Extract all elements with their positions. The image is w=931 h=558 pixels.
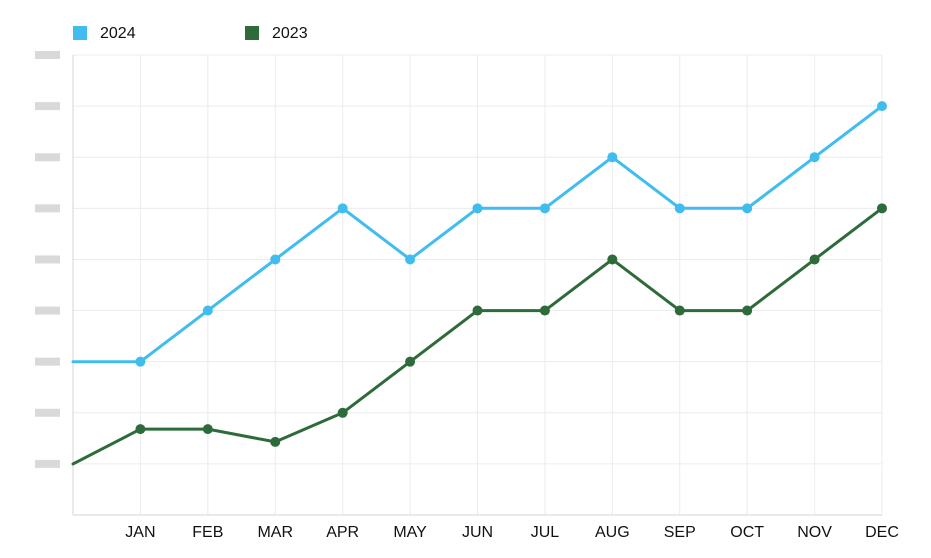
data-point-2024 xyxy=(202,305,213,316)
data-point-2024 xyxy=(337,203,348,214)
legend-item-2023: 2023 xyxy=(245,25,308,42)
x-tick-label: AUG xyxy=(595,524,630,541)
data-point-2024 xyxy=(472,203,483,214)
data-point-2024 xyxy=(607,152,618,163)
data-point-2023 xyxy=(742,305,753,316)
x-tick-label: NOV xyxy=(797,524,832,541)
x-tick-label: APR xyxy=(326,524,359,541)
data-point-2023 xyxy=(809,254,820,265)
y-tick-placeholder xyxy=(35,51,60,59)
data-point-2023 xyxy=(877,203,887,214)
data-point-2024 xyxy=(539,203,550,214)
x-tick-label: FEB xyxy=(192,524,223,541)
legend-swatch xyxy=(73,26,87,40)
data-point-2024 xyxy=(877,101,887,112)
legend-label: 2024 xyxy=(100,25,136,42)
x-tick-label: JUL xyxy=(531,524,560,541)
legend: 2024 2023 xyxy=(73,25,308,42)
data-point-2023 xyxy=(337,407,348,418)
legend-item-2024: 2024 xyxy=(73,25,136,42)
data-point-2023 xyxy=(135,424,146,435)
data-point-2024 xyxy=(135,356,146,367)
x-tick-label: SEP xyxy=(664,524,696,541)
y-tick-placeholder xyxy=(35,408,60,417)
legend-swatch xyxy=(245,26,259,40)
grid-layer xyxy=(73,54,883,515)
data-point-2024 xyxy=(809,152,820,163)
data-point-2023 xyxy=(539,305,550,316)
data-point-2023 xyxy=(674,305,685,316)
data-point-2024 xyxy=(742,203,753,214)
data-point-2024 xyxy=(270,254,281,265)
data-point-2023 xyxy=(202,424,213,435)
y-tick-placeholder xyxy=(35,102,60,111)
x-tick-label: MAR xyxy=(257,524,293,541)
data-point-2023 xyxy=(405,356,416,367)
x-tick-label: JAN xyxy=(125,524,155,541)
data-point-2023 xyxy=(607,254,618,265)
axis-layer: JAN FEB MAR APR MAY JUN JUL AUG SEP OCT NOV DEC xyxy=(35,51,899,541)
y-tick-placeholder xyxy=(35,459,60,468)
data-point-2024 xyxy=(405,254,416,265)
y-tick-placeholder xyxy=(35,306,60,315)
data-point-2023 xyxy=(472,305,483,316)
legend-label: 2023 xyxy=(272,25,308,42)
x-tick-label: DEC xyxy=(865,524,899,541)
x-tick-label: JUN xyxy=(462,524,493,541)
y-tick-placeholder xyxy=(35,153,60,162)
series-layer xyxy=(71,101,887,466)
x-tick-label: OCT xyxy=(730,524,764,541)
x-tick-label: MAY xyxy=(393,524,427,541)
data-point-2024 xyxy=(674,203,685,214)
y-tick-placeholder xyxy=(35,255,60,264)
y-tick-placeholder xyxy=(35,357,60,366)
y-tick-placeholder xyxy=(35,204,60,213)
data-point-2023 xyxy=(270,436,281,447)
